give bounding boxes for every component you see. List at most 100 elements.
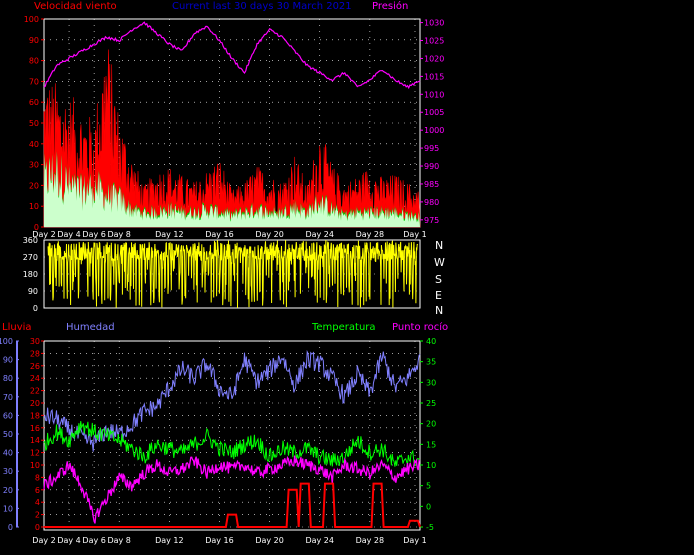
wind-speed-tick-label: 50 <box>29 119 39 128</box>
pressure-tick-label: 1025 <box>424 37 444 46</box>
x-axis-day-label: Day 24 <box>305 230 334 239</box>
temperature-tick-label: 20 <box>426 420 436 429</box>
chart-title: Current last 30 days 30 March 2021 <box>172 1 352 12</box>
x-axis-day-label: Day 20 <box>255 230 284 239</box>
temperature-axis-label: Temperatura <box>311 322 376 333</box>
x-axis-day-label: Day 28 <box>356 536 385 545</box>
temperature-tick-label: -5 <box>426 523 434 532</box>
pressure-tick-label: 975 <box>424 216 439 225</box>
x-axis-day-label: Day 4 <box>57 230 80 239</box>
wind-speed-tick-label: 70 <box>29 77 39 86</box>
humidity-tick-label: 60 <box>3 411 13 420</box>
temperature-tick-label: 0 <box>426 502 431 511</box>
temperature-series <box>43 421 421 467</box>
rain-tick-label: 2 <box>35 511 40 520</box>
compass-label-n-bottom: N <box>435 304 443 317</box>
wind-direction-tick-label: 90 <box>28 287 38 296</box>
wind-speed-tick-label: 100 <box>24 15 39 24</box>
rain-tick-label: 28 <box>30 349 40 358</box>
rain-series <box>44 482 421 528</box>
climate-plot: 0102030405060708090100024681012141618202… <box>0 337 436 545</box>
rain-tick-label: 0 <box>35 523 40 532</box>
x-axis-day-label: Day 4 <box>57 536 80 545</box>
pressure-series <box>43 21 421 90</box>
x-axis-day-label: Day 12 <box>155 536 184 545</box>
temperature-tick-label: 15 <box>426 440 436 449</box>
rain-tick-label: 24 <box>30 374 40 383</box>
humidity-axis-label: Humedad <box>66 322 115 333</box>
wind-speed-axis-label: Velocidad viento <box>34 1 117 12</box>
wind-average-fill <box>44 151 420 227</box>
pressure-axis-label: Presión <box>372 0 408 12</box>
rain-tick-label: 30 <box>30 337 40 346</box>
rain-tick-label: 12 <box>30 449 40 458</box>
x-axis-day-label: Day 16 <box>205 230 234 239</box>
pressure-tick-label: 980 <box>424 198 439 207</box>
x-axis-day-label: Day 2 <box>32 230 55 239</box>
humidity-tick-label: 80 <box>3 374 13 383</box>
pressure-tick-label: 995 <box>424 144 439 153</box>
pressure-tick-label: 1010 <box>424 90 444 99</box>
x-axis-day-label: Day 6 <box>82 230 105 239</box>
x-axis-day-label: Day 1 <box>403 230 426 239</box>
wind-pressure-plot: 0102030405060708090100975980985990995100… <box>24 15 445 239</box>
temperature-tick-label: 40 <box>426 337 436 346</box>
rain-tick-label: 6 <box>35 486 40 495</box>
humidity-tick-label: 40 <box>3 449 13 458</box>
humidity-tick-label: 10 <box>3 504 13 513</box>
wind-direction-tick-label: 0 <box>33 304 38 313</box>
rain-tick-label: 4 <box>35 498 40 507</box>
wind-direction-series <box>47 239 419 308</box>
rain-tick-label: 22 <box>30 387 40 396</box>
rain-tick-label: 14 <box>30 436 40 445</box>
wind-direction-tick-label: 180 <box>23 270 38 279</box>
humidity-series <box>43 349 421 452</box>
pressure-tick-label: 1020 <box>424 54 444 63</box>
rain-axis-label: Lluvia <box>2 322 32 333</box>
temperature-tick-label: 10 <box>426 461 436 470</box>
temperature-tick-label: 5 <box>426 482 431 491</box>
compass-label-w: W <box>434 256 445 269</box>
humidity-tick-label: 90 <box>3 356 13 365</box>
rain-tick-label: 8 <box>35 473 40 482</box>
rain-tick-label: 26 <box>30 362 40 371</box>
x-axis-day-label: Day 12 <box>155 230 184 239</box>
wind-speed-tick-label: 0 <box>34 223 39 232</box>
pressure-tick-label: 1030 <box>424 19 444 28</box>
humidity-tick-label: 0 <box>8 523 13 532</box>
x-axis-day-label: Day 8 <box>107 536 130 545</box>
pressure-tick-label: 985 <box>424 180 439 189</box>
rain-tick-label: 20 <box>30 399 40 408</box>
compass-label-n-top: N <box>435 239 443 252</box>
pressure-tick-label: 990 <box>424 162 439 171</box>
wind-speed-tick-label: 20 <box>29 181 39 190</box>
temperature-tick-label: 30 <box>426 378 436 387</box>
dew-point-axis-label: Punto rocío <box>392 321 448 333</box>
wind-gust-series <box>43 49 421 228</box>
climate-plot-frame <box>43 340 421 531</box>
x-axis-day-label: Day 1 <box>403 536 426 545</box>
compass-label-s: S <box>435 273 442 286</box>
x-axis-day-label: Day 20 <box>255 536 284 545</box>
x-axis-day-label: Day 6 <box>82 536 105 545</box>
x-axis-day-label: Day 8 <box>107 230 130 239</box>
rain-tick-label: 18 <box>30 411 40 420</box>
wind-speed-tick-label: 10 <box>29 202 39 211</box>
wind-speed-tick-label: 80 <box>29 57 39 66</box>
pressure-tick-label: 1000 <box>424 126 444 135</box>
temperature-tick-label: 25 <box>426 399 436 408</box>
wind-speed-tick-label: 90 <box>29 36 39 45</box>
humidity-tick-label: 20 <box>3 486 13 495</box>
humidity-tick-label: 70 <box>3 393 13 402</box>
dew-point-series <box>43 455 421 524</box>
x-axis-day-label: Day 16 <box>205 536 234 545</box>
wind-speed-tick-label: 30 <box>29 161 39 170</box>
pressure-tick-label: 1015 <box>424 72 444 81</box>
wind-speed-tick-label: 60 <box>29 98 39 107</box>
compass-label-e: E <box>435 289 442 302</box>
temperature-tick-label: 35 <box>426 358 436 367</box>
wind-direction-tick-label: 270 <box>23 253 38 262</box>
x-axis-day-label: Day 24 <box>305 536 334 545</box>
humidity-tick-label: 50 <box>3 430 13 439</box>
